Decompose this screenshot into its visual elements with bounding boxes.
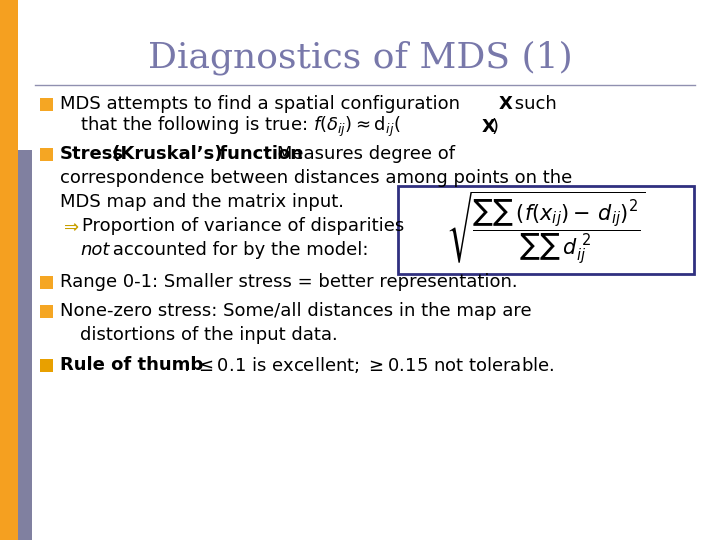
Text: such: such <box>509 95 557 113</box>
Text: (Kruskal’s): (Kruskal’s) <box>106 145 222 163</box>
Text: X: X <box>482 118 496 136</box>
Text: Stress: Stress <box>60 145 124 163</box>
FancyBboxPatch shape <box>398 186 694 274</box>
Bar <box>40 147 53 160</box>
Text: MDS attempts to find a spatial configuration: MDS attempts to find a spatial configura… <box>60 95 466 113</box>
Text: MDS map and the matrix input.: MDS map and the matrix input. <box>60 193 344 211</box>
Text: $\Rightarrow$: $\Rightarrow$ <box>60 217 80 235</box>
Bar <box>40 359 53 372</box>
Text: Diagnostics of MDS (1): Diagnostics of MDS (1) <box>148 40 572 75</box>
Text: not: not <box>80 241 109 259</box>
Bar <box>0 0 18 540</box>
Text: None-zero stress: Some/all distances in the map are: None-zero stress: Some/all distances in … <box>60 302 531 320</box>
Text: : $\leq$0.1 is excellent; $\geq$0.15 not tolerable.: : $\leq$0.1 is excellent; $\geq$0.15 not… <box>183 355 554 375</box>
Text: $\sqrt{\dfrac{\sum\sum\,(f(x_{ij})-\,d_{ij})^2}{\sum\sum\,d_{ij}^{\;2}}}$: $\sqrt{\dfrac{\sum\sum\,(f(x_{ij})-\,d_{… <box>446 190 646 266</box>
Text: : Measures degree of: : Measures degree of <box>265 145 455 163</box>
Text: correspondence between distances among points on the: correspondence between distances among p… <box>60 169 572 187</box>
Bar <box>18 150 32 540</box>
Bar <box>40 305 53 318</box>
Text: Proportion of variance of disparities: Proportion of variance of disparities <box>82 217 404 235</box>
Text: Rule of thumb: Rule of thumb <box>60 356 203 374</box>
Text: ): ) <box>492 118 499 136</box>
Text: accounted for by the model:: accounted for by the model: <box>107 241 369 259</box>
Text: Range 0-1: Smaller stress = better representation.: Range 0-1: Smaller stress = better repre… <box>60 273 518 291</box>
Text: distortions of the input data.: distortions of the input data. <box>80 326 338 344</box>
Bar <box>40 275 53 288</box>
Text: that the following is true: $f(\delta_{ij}) \approx \mathrm{d}_{ij}($: that the following is true: $f(\delta_{i… <box>80 115 400 139</box>
Bar <box>40 98 53 111</box>
Text: X: X <box>499 95 513 113</box>
Text: function: function <box>213 145 303 163</box>
